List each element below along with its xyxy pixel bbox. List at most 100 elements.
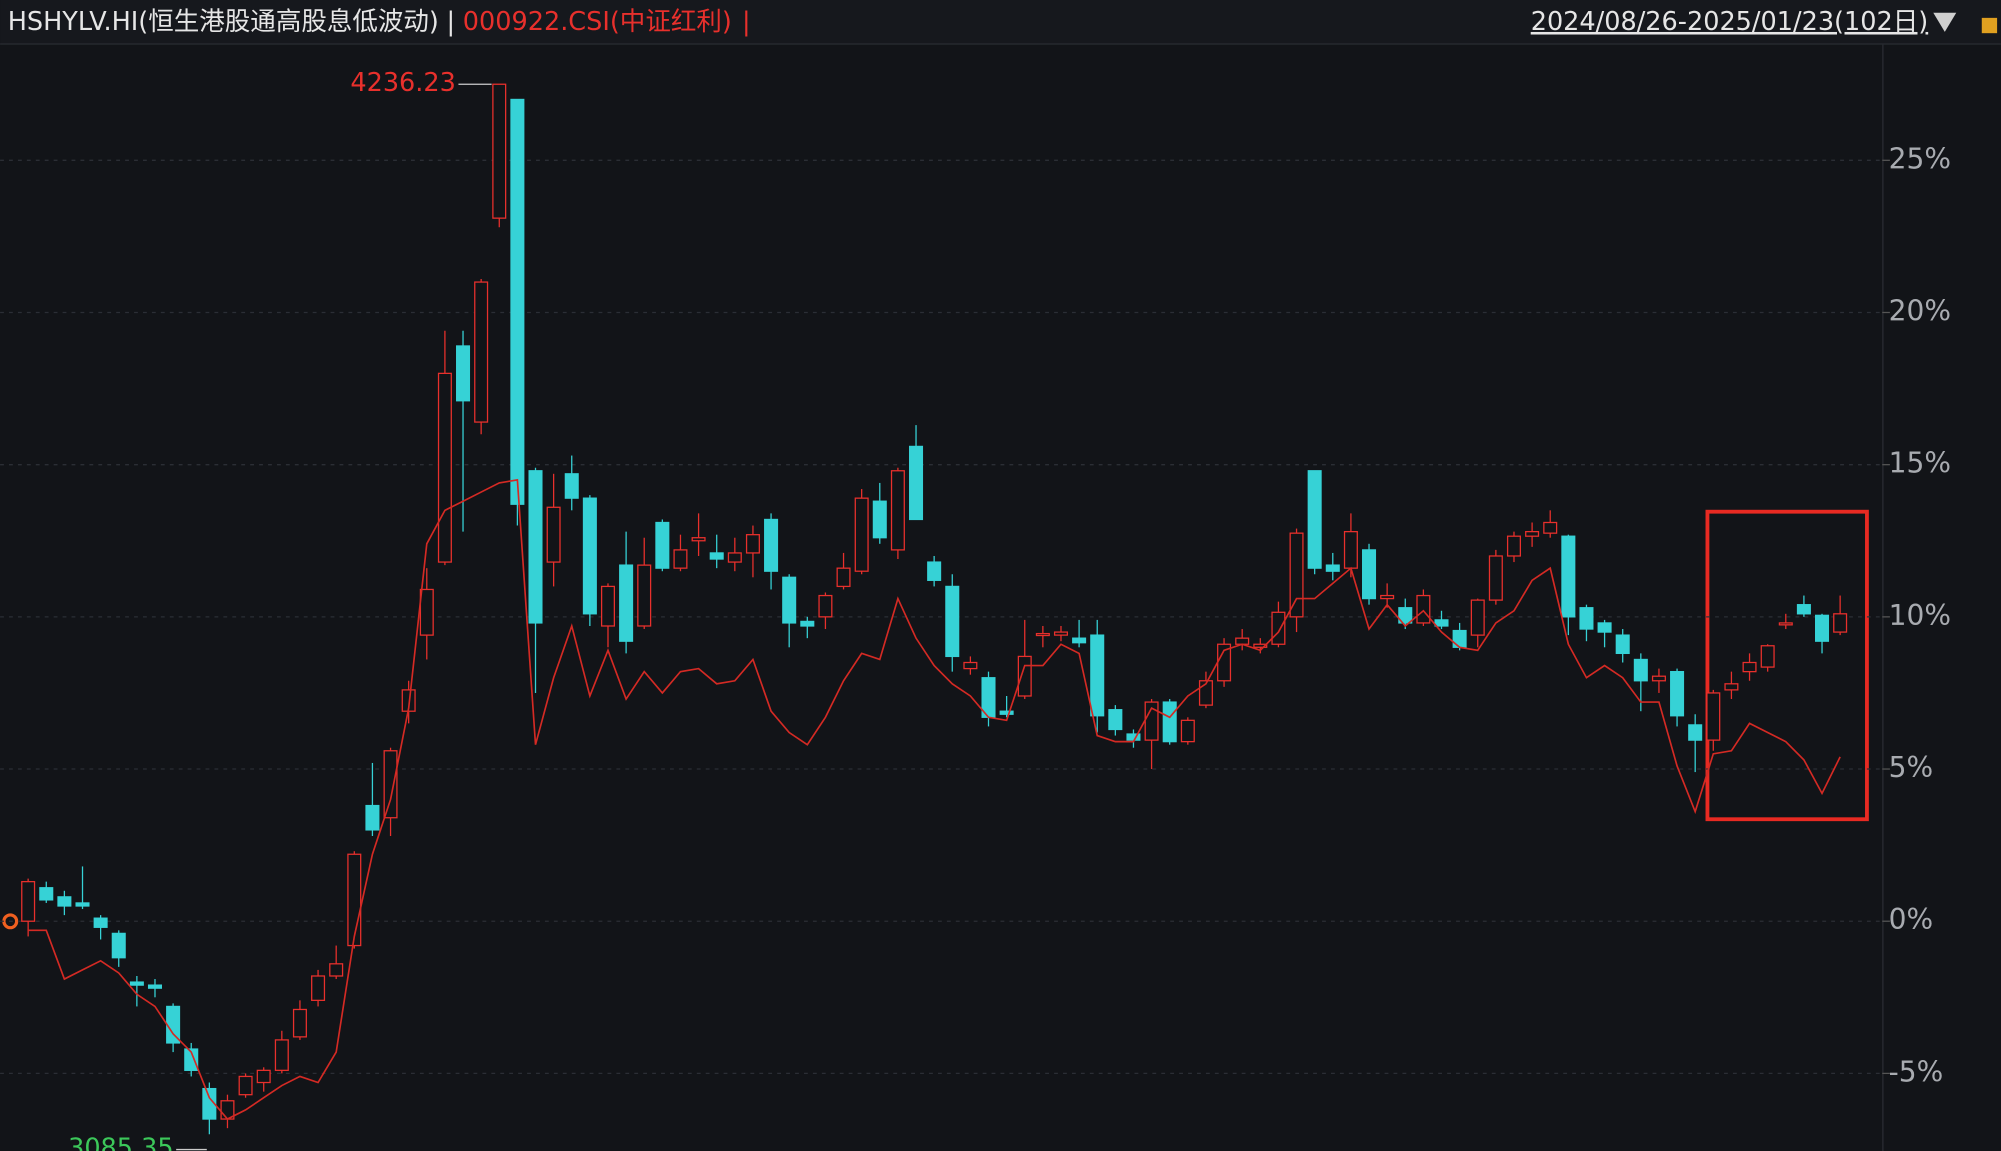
legend-candles: HSHYLV.HI(恒生港股通高股息低波动) bbox=[8, 7, 439, 37]
candle-body bbox=[1271, 611, 1286, 645]
candle-body bbox=[945, 585, 960, 658]
candle-body bbox=[274, 1039, 289, 1071]
y-tick-label: 10% bbox=[1889, 599, 1951, 632]
y-tick-label: -5% bbox=[1889, 1055, 1944, 1088]
candle-body bbox=[764, 518, 779, 572]
candle-body bbox=[1108, 709, 1123, 731]
candle-body bbox=[1090, 634, 1105, 717]
y-tick-label: 0% bbox=[1889, 903, 1934, 936]
highlight-box bbox=[1705, 509, 1869, 822]
candle-body bbox=[1307, 470, 1322, 569]
candle-body bbox=[111, 932, 126, 959]
candle-body bbox=[329, 963, 344, 977]
candle-body bbox=[564, 473, 579, 499]
candle-body bbox=[691, 537, 706, 542]
candle-body bbox=[383, 750, 398, 819]
header-legend: HSHYLV.HI(恒生港股通高股息低波动) | 000922.CSI(中证红利) | bbox=[8, 7, 751, 37]
index-line bbox=[28, 478, 1841, 1121]
candle-body bbox=[311, 975, 326, 1001]
candle-body bbox=[1815, 614, 1830, 642]
candle-body bbox=[999, 710, 1014, 715]
candle-body bbox=[1362, 549, 1377, 600]
candle-body bbox=[673, 549, 688, 569]
candle-body bbox=[1506, 535, 1522, 557]
candle-body bbox=[256, 1069, 271, 1084]
candle-body bbox=[1742, 661, 1757, 673]
candle-body bbox=[292, 1008, 307, 1038]
candle-body bbox=[872, 500, 887, 539]
header-bar bbox=[0, 0, 2001, 44]
candle-body bbox=[1072, 637, 1087, 644]
candle-body bbox=[347, 853, 362, 947]
candle-body bbox=[1561, 535, 1576, 618]
dropdown-icon[interactable] bbox=[1933, 12, 1957, 32]
candle-body bbox=[709, 552, 724, 560]
candle-body bbox=[437, 372, 452, 563]
candle-body bbox=[57, 896, 72, 907]
candle-body bbox=[1434, 619, 1449, 627]
candle-body bbox=[963, 661, 978, 670]
candle-body bbox=[474, 281, 489, 423]
candle-body bbox=[745, 534, 760, 554]
candle-body bbox=[39, 887, 54, 901]
candle-body bbox=[1579, 607, 1594, 630]
y-tick-label: 20% bbox=[1889, 294, 1951, 327]
candle-body bbox=[1325, 564, 1340, 572]
candle-body bbox=[510, 98, 525, 505]
candle-body bbox=[1452, 629, 1467, 648]
candle-body bbox=[927, 561, 942, 581]
candle-body bbox=[1633, 658, 1648, 682]
candle-body bbox=[1416, 594, 1431, 624]
candle-body bbox=[1778, 622, 1793, 626]
candle-body bbox=[1525, 530, 1540, 537]
candle-body bbox=[727, 552, 742, 563]
candle-body bbox=[1053, 631, 1069, 636]
candle-body bbox=[1289, 532, 1304, 618]
candle-body bbox=[456, 345, 471, 402]
y-tick-label: 25% bbox=[1889, 142, 1951, 175]
legend-line: 000922.CSI(中证红利) bbox=[463, 7, 732, 37]
candle-body bbox=[1017, 655, 1032, 697]
candle-body bbox=[365, 804, 380, 831]
candle-body bbox=[836, 567, 851, 588]
candle-body bbox=[147, 984, 163, 989]
candle-body bbox=[1724, 683, 1739, 691]
candle-body bbox=[75, 902, 90, 907]
date-range[interactable]: 2024/08/26-2025/01/23(102日) bbox=[1531, 7, 1928, 37]
separator: | bbox=[742, 7, 751, 37]
candle-body bbox=[184, 1048, 199, 1071]
candle-body bbox=[129, 981, 144, 986]
lock-icon[interactable] bbox=[1981, 17, 1998, 34]
candle-body bbox=[419, 588, 434, 636]
y-tick-label: 15% bbox=[1889, 447, 1951, 480]
candle-body bbox=[1760, 645, 1775, 668]
candle-body bbox=[818, 594, 833, 618]
candle-body bbox=[854, 497, 869, 572]
candle-body bbox=[619, 564, 634, 642]
candle-body bbox=[1035, 632, 1050, 637]
separator: | bbox=[447, 7, 456, 37]
candle-body bbox=[1833, 613, 1848, 633]
candle-body bbox=[890, 470, 905, 551]
candle-body bbox=[800, 620, 815, 627]
candle-body bbox=[582, 497, 597, 615]
candle-body bbox=[528, 470, 543, 624]
candle-body bbox=[1615, 634, 1630, 655]
candle-body bbox=[1688, 724, 1703, 741]
candle-body bbox=[655, 521, 670, 569]
candle-body bbox=[1343, 530, 1358, 569]
candle-body bbox=[1597, 622, 1612, 633]
candle-body bbox=[637, 564, 652, 627]
candle-body bbox=[1380, 594, 1395, 600]
candle-body bbox=[1180, 719, 1195, 743]
candle-body bbox=[909, 445, 924, 521]
candle-body bbox=[1398, 607, 1413, 624]
candle-body bbox=[93, 917, 108, 928]
candle-body bbox=[1706, 692, 1721, 741]
y-tick-label: 5% bbox=[1889, 751, 1934, 784]
candle-body bbox=[1796, 604, 1811, 615]
candle-body bbox=[202, 1087, 217, 1120]
candle-body bbox=[782, 576, 797, 624]
